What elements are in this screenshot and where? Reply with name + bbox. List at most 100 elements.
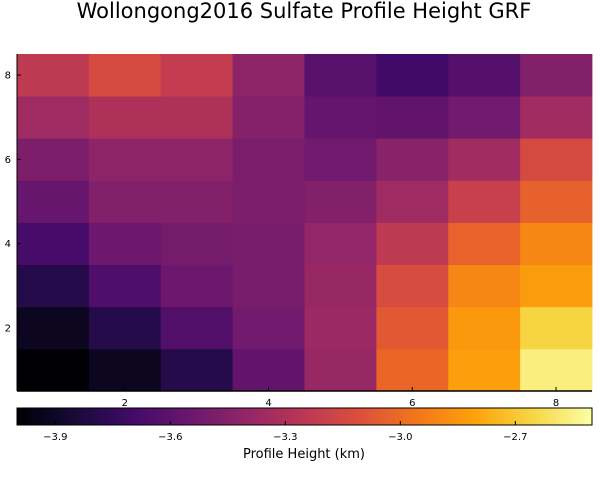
colorbar-segment — [72, 408, 74, 425]
colorbar-segment — [44, 408, 46, 425]
heatmap-cell — [448, 180, 521, 223]
colorbar-segment — [260, 408, 262, 425]
colorbar-segment — [332, 408, 334, 425]
colorbar-segment — [351, 408, 353, 425]
colorbar-segment — [143, 408, 145, 425]
colorbar-segment — [556, 408, 558, 425]
colorbar-segment — [577, 408, 579, 425]
colorbar-segment — [39, 408, 41, 425]
colorbar-segment — [160, 408, 162, 425]
heatmap-cell — [520, 264, 593, 308]
colorbar-segment — [511, 408, 513, 425]
colorbar-segment — [580, 408, 582, 425]
colorbar-segment — [472, 408, 474, 425]
colorbar-segment — [60, 408, 62, 425]
colorbar-segment — [26, 408, 28, 425]
chart-title: Wollongong2016 Sulfate Profile Height GR… — [77, 0, 532, 23]
colorbar-segment — [502, 408, 504, 425]
colorbar-segment — [264, 408, 266, 425]
colorbar-segment — [460, 408, 462, 425]
colorbar-segment — [169, 408, 171, 425]
colorbar-segment — [367, 408, 369, 425]
heatmap-cell — [448, 306, 521, 350]
colorbar-segment — [416, 408, 418, 425]
colorbar-segment — [321, 408, 323, 425]
heatmap-cell — [17, 54, 90, 97]
colorbar-segment — [335, 408, 337, 425]
colorbar-segment — [345, 408, 347, 425]
colorbar-segment — [488, 408, 490, 425]
colorbar-segment — [467, 408, 469, 425]
y-tick-label: 2 — [5, 323, 11, 334]
x-tick-label: 8 — [553, 398, 559, 409]
colorbar-segment — [174, 408, 176, 425]
colorbar-segment — [103, 408, 105, 425]
colorbar-segment — [31, 408, 33, 425]
heatmap-cell — [88, 96, 162, 139]
colorbar-segment — [554, 408, 556, 425]
colorbar-segment — [277, 408, 279, 425]
colorbar-segment — [129, 408, 131, 425]
colorbar-segment — [272, 408, 274, 425]
heatmap-cell — [232, 306, 305, 350]
colorbar-segment — [316, 408, 318, 425]
colorbar-segment — [440, 408, 442, 425]
colorbar-segment — [249, 408, 251, 425]
colorbar-segment — [493, 408, 495, 425]
colorbar-segment — [68, 408, 70, 425]
colorbar-segment — [464, 408, 466, 425]
colorbar-segment — [525, 408, 527, 425]
colorbar-segment — [480, 408, 482, 425]
colorbar-segment — [25, 408, 27, 425]
colorbar-segment — [167, 408, 169, 425]
colorbar-segment — [215, 408, 217, 425]
colorbar-segment — [255, 408, 257, 425]
colorbar-segment — [385, 408, 387, 425]
colorbar-segment — [485, 408, 487, 425]
colorbar-segment — [567, 408, 569, 425]
colorbar-segment — [93, 408, 95, 425]
colorbar-segment — [475, 408, 477, 425]
colorbar-segment — [149, 408, 151, 425]
colorbar-segment — [191, 408, 193, 425]
colorbar-segment — [366, 408, 368, 425]
colorbar-segment — [203, 408, 205, 425]
heatmap-cell — [232, 138, 305, 181]
colorbar-segment — [434, 408, 436, 425]
colorbar-segment — [409, 408, 411, 425]
colorbar-segment — [227, 408, 229, 425]
colorbar-segment — [175, 408, 177, 425]
heatmap-cell — [520, 348, 593, 392]
colorbar-segment — [543, 408, 545, 425]
colorbar-segment — [408, 408, 410, 425]
colorbar-segment — [199, 408, 201, 425]
colorbar-segment — [415, 408, 417, 425]
colorbar-segment — [413, 408, 415, 425]
colorbar-segment — [356, 408, 358, 425]
heatmap-cell — [376, 96, 449, 139]
colorbar-segment — [392, 408, 394, 425]
colorbar-segment — [182, 408, 184, 425]
colorbar-segment — [509, 408, 511, 425]
colorbar-segment — [38, 408, 40, 425]
colorbar-segment — [402, 408, 404, 425]
colorbar-segment — [427, 408, 429, 425]
colorbar-segment — [48, 408, 50, 425]
colorbar-segment — [405, 408, 407, 425]
heatmap-cell — [376, 222, 449, 266]
heatmap-cell — [232, 264, 305, 308]
heatmap-cell — [304, 264, 377, 308]
colorbar-segment — [139, 408, 141, 425]
colorbar-segment — [507, 408, 509, 425]
colorbar-segment — [334, 408, 336, 425]
colorbar-segment — [271, 408, 273, 425]
colorbar-segment — [159, 408, 161, 425]
colorbar-segment — [449, 408, 451, 425]
colorbar-segment — [247, 408, 249, 425]
heatmap-cell — [520, 180, 593, 223]
colorbar-segment — [32, 408, 34, 425]
colorbar-segment — [572, 408, 574, 425]
colorbar-segment — [301, 408, 303, 425]
colorbar-segment — [497, 408, 499, 425]
colorbar-segment — [365, 408, 367, 425]
